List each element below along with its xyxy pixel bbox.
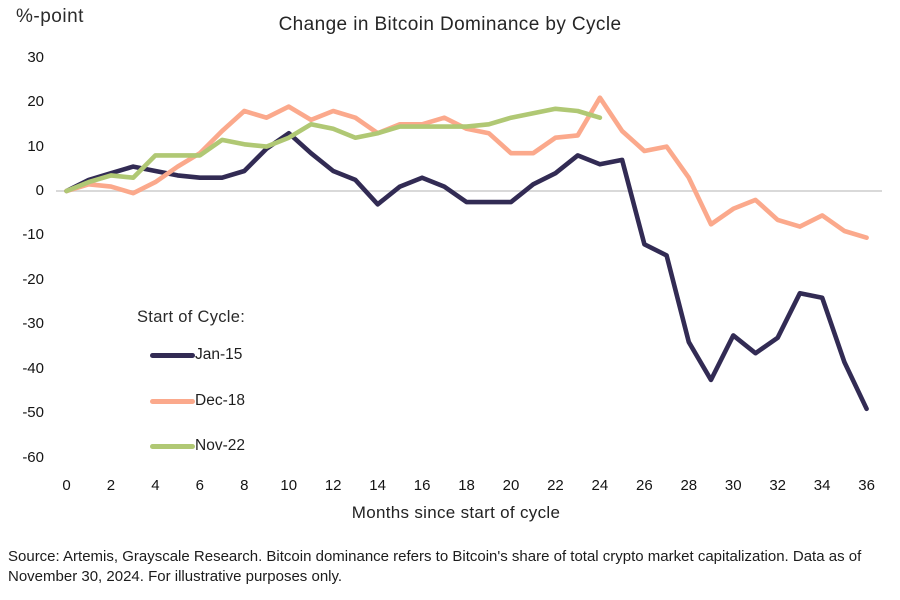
y-tick-label: -40: [22, 359, 44, 377]
legend-label: Nov-22: [195, 437, 245, 454]
x-tick-label: 30: [724, 477, 742, 494]
legend-item-jan-15: Jan-15: [150, 346, 242, 364]
x-tick-label: 18: [458, 477, 475, 494]
legend-item-dec-18: Dec-18: [150, 392, 245, 410]
x-tick-label: 2: [106, 477, 116, 494]
series-line-nov-22: [64, 106, 603, 194]
y-tick-label: 0: [35, 182, 44, 199]
x-tick-label: 12: [324, 477, 342, 494]
nov-22-line-swatch: [150, 443, 195, 449]
legend: Start of Cycle: Jan-15 Dec-18 Nov-22: [135, 305, 375, 465]
y-tick-label: -60: [22, 448, 44, 466]
y-tick-label: -20: [22, 270, 44, 288]
y-tick-label: 30: [27, 48, 44, 66]
y-tick-label: -50: [22, 404, 44, 422]
y-tick-label: 10: [27, 137, 44, 155]
x-tick-label: 14: [369, 477, 386, 494]
x-tick-label: 8: [240, 477, 249, 494]
x-tick-label: 0: [62, 477, 71, 494]
x-tick-label: 10: [280, 477, 298, 494]
x-tick-label: 26: [636, 477, 653, 494]
x-tick-label: 24: [591, 477, 609, 494]
source-note: Source: Artemis, Grayscale Research. Bit…: [8, 548, 862, 585]
legend-item-nov-22: Nov-22: [150, 437, 245, 455]
x-tick-label: 22: [547, 477, 564, 494]
y-tick-label: 20: [27, 93, 44, 111]
dec-18-line-swatch: [150, 398, 195, 404]
x-tick-label: 6: [195, 477, 205, 494]
legend-title: Start of Cycle:: [137, 308, 246, 326]
x-tick-label: 34: [813, 477, 831, 494]
jan-15-line-swatch: [150, 352, 195, 358]
chart-title: Change in Bitcoin Dominance by Cycle: [278, 14, 622, 35]
series-line-dec-18: [64, 95, 869, 240]
x-axis-title: Months since start of cycle: [351, 503, 561, 522]
x-tick-label: 32: [769, 477, 787, 494]
y-axis-unit-label: %-point: [16, 6, 84, 27]
y-tick-label: -10: [22, 226, 44, 244]
x-tick-label: 16: [413, 477, 431, 494]
x-tick-label: 28: [680, 477, 698, 494]
y-tick-label: -30: [22, 315, 44, 333]
x-tick-label: 36: [858, 477, 875, 494]
legend-label: Jan-15: [195, 346, 243, 363]
legend-label: Dec-18: [195, 392, 245, 409]
x-tick-label: 4: [151, 477, 160, 494]
series-line-jan-15: [64, 130, 869, 412]
x-tick-label: 20: [502, 477, 520, 494]
